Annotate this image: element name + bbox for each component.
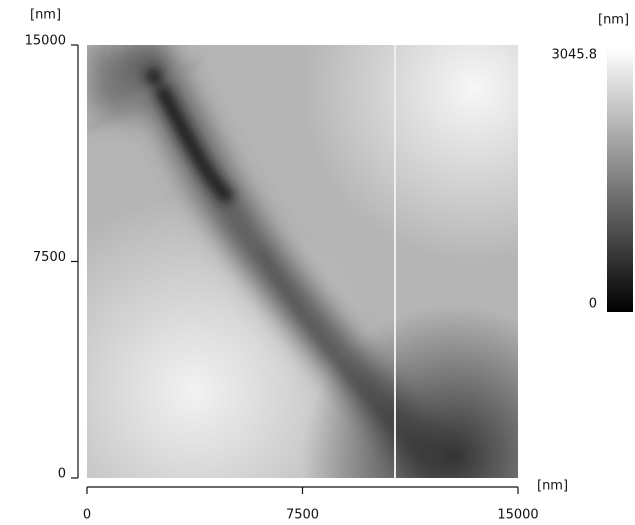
- colorbar: [607, 48, 633, 312]
- y-tick-label: 0: [58, 467, 66, 482]
- colorbar-tick-label: 3045.8: [552, 48, 598, 63]
- x-unit: [nm]: [537, 479, 568, 494]
- y-tick-label: 7500: [33, 250, 66, 265]
- y-unit: [nm]: [30, 8, 61, 23]
- x-tick-label: 0: [83, 508, 91, 523]
- y-tick-label: 15000: [25, 34, 66, 49]
- colorbar-tick-label: 0: [589, 297, 597, 312]
- colorbar-unit: [nm]: [598, 13, 629, 28]
- x-tick-label: 7500: [286, 508, 319, 523]
- x-tick-label: 15000: [497, 508, 538, 523]
- afm-image: [87, 45, 518, 478]
